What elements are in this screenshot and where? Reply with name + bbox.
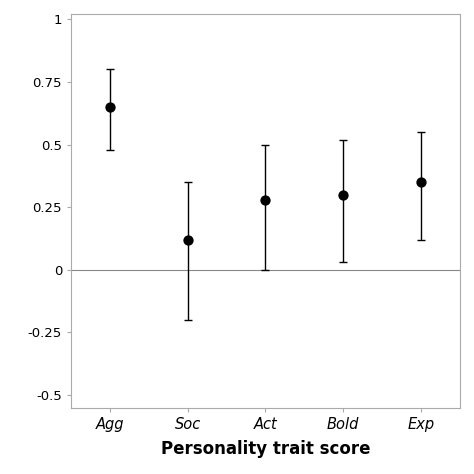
Point	[184, 236, 191, 244]
Point	[417, 178, 425, 186]
Point	[339, 191, 347, 199]
Point	[262, 196, 269, 203]
Point	[106, 103, 114, 111]
X-axis label: Personality trait score: Personality trait score	[161, 440, 370, 458]
